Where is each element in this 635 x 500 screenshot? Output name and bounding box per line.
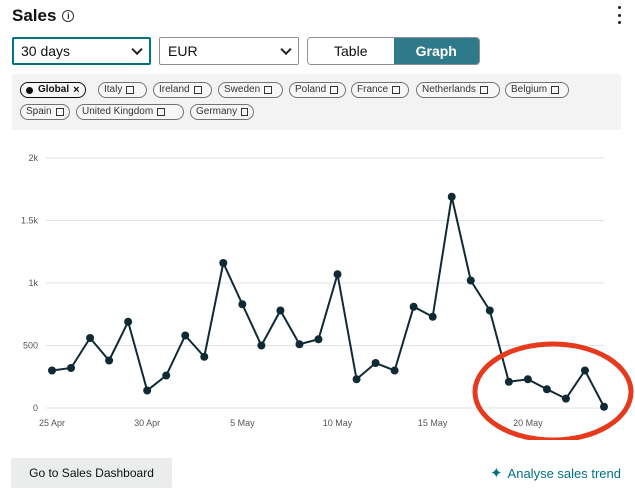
analyse-sales-trend-link[interactable]: ✦ Analyse sales trend	[490, 463, 621, 483]
checkbox-icon[interactable]	[55, 108, 64, 116]
data-point	[219, 259, 228, 267]
filter-chip-label: Italy	[104, 84, 123, 95]
filter-chip-label: Ireland	[159, 84, 190, 95]
days-range-select[interactable]: 30 days	[12, 37, 151, 65]
filter-chip-label: Global	[38, 84, 70, 95]
currency-select[interactable]: EUR	[159, 37, 299, 65]
filter-chip[interactable]: Sweden	[218, 82, 283, 98]
filter-chip-label: Sweden	[224, 84, 261, 95]
data-point	[162, 371, 171, 380]
y-tick-label: 1.5k	[21, 216, 39, 226]
selected-dot-icon	[26, 86, 33, 94]
card-header: Sales i	[12, 5, 75, 27]
data-point	[181, 331, 190, 340]
data-point	[600, 402, 608, 411]
x-tick-label: 15 May	[418, 418, 448, 428]
graph-view-button[interactable]: Graph	[393, 38, 479, 64]
x-tick-label: 10 May	[323, 418, 353, 428]
filter-chip[interactable]: Spain	[20, 104, 70, 120]
data-point	[542, 385, 551, 394]
analyse-sales-trend-label: Analyse sales trend	[507, 465, 621, 481]
filter-chip-label: Poland	[295, 84, 327, 95]
data-point	[105, 356, 114, 365]
y-tick-label: 1k	[28, 278, 38, 288]
checkbox-icon[interactable]	[392, 86, 401, 94]
table-view-button[interactable]: Table	[308, 38, 394, 64]
filter-chip[interactable]: Ireland	[153, 82, 212, 98]
data-point	[371, 359, 380, 367]
annotation-circle	[472, 341, 634, 440]
data-point	[67, 364, 76, 372]
filter-chip[interactable]: Global ×	[20, 82, 86, 98]
filter-chip[interactable]: Italy	[98, 82, 147, 98]
data-point	[276, 306, 285, 315]
data-point	[238, 300, 247, 309]
data-point	[447, 192, 456, 201]
data-point	[333, 270, 342, 279]
data-point	[124, 317, 133, 326]
y-tick-label: 500	[23, 341, 38, 351]
checkbox-icon[interactable]	[157, 108, 166, 116]
chevron-down-icon	[131, 43, 143, 56]
y-tick-label: 2k	[28, 153, 38, 163]
x-tick-label: 20 May	[513, 418, 543, 428]
data-point	[428, 312, 437, 321]
data-point	[561, 394, 570, 403]
more-vertical-icon[interactable]	[613, 6, 625, 24]
filter-chip-label: France	[357, 84, 389, 95]
data-point	[48, 366, 56, 375]
page-title: Sales	[12, 6, 57, 25]
filter-chip-label: Germany	[196, 106, 238, 117]
filter-chip-label: Netherlands	[422, 84, 476, 95]
data-point	[580, 366, 589, 375]
checkbox-icon[interactable]	[126, 86, 135, 94]
data-point	[466, 276, 475, 285]
data-point	[352, 375, 361, 384]
filter-chip-label: Belgium	[511, 84, 548, 95]
data-point	[504, 377, 513, 386]
country-filter-panel: Global × Italy Ireland Sweden Poland France Net…	[12, 74, 621, 130]
data-point	[143, 386, 152, 395]
filter-chip[interactable]: France	[351, 82, 409, 98]
checkbox-icon[interactable]	[241, 108, 248, 116]
chevron-down-icon	[280, 43, 292, 56]
info-icon[interactable]: i	[62, 10, 75, 22]
checkbox-icon[interactable]	[551, 86, 560, 94]
currency-value: EUR	[168, 43, 198, 59]
checkbox-icon[interactable]	[193, 86, 202, 94]
filter-chip-label: Spain	[26, 106, 52, 117]
sales-line-chart: 0 500 1k 1.5k 2k 25 Apr 30 Apr 5 May 10 May 15 Ma…	[21, 153, 634, 440]
data-point	[295, 340, 304, 349]
data-point	[257, 341, 266, 350]
checkbox-icon[interactable]	[264, 86, 273, 94]
data-point	[409, 302, 418, 311]
y-tick-label: 0	[33, 403, 38, 413]
filter-chip[interactable]: Poland	[289, 82, 346, 98]
checkbox-icon[interactable]	[330, 86, 339, 94]
go-to-sales-dashboard-button[interactable]: Go to Sales Dashboard	[11, 458, 172, 488]
filter-chip-label: United Kingdom	[82, 106, 154, 117]
view-toggle: Table Graph	[307, 37, 480, 65]
x-tick-label: 30 Apr	[134, 418, 160, 428]
data-point	[86, 334, 95, 342]
x-tick-label: 25 Apr	[39, 418, 65, 428]
filter-chip[interactable]: United Kingdom	[76, 104, 184, 120]
filter-chip[interactable]: Germany	[190, 104, 254, 120]
filter-chip[interactable]: Netherlands	[416, 82, 500, 98]
sparkle-icon: ✦	[489, 465, 503, 482]
checkbox-icon[interactable]	[479, 86, 488, 94]
series-line	[51, 196, 605, 408]
filter-chip[interactable]: Belgium	[505, 82, 569, 98]
close-icon[interactable]: ×	[73, 84, 80, 96]
days-range-value: 30 days	[21, 43, 71, 59]
data-point	[314, 335, 323, 344]
data-point	[485, 306, 494, 315]
data-point	[390, 366, 399, 375]
data-point	[200, 352, 209, 361]
data-point	[523, 375, 532, 384]
x-tick-label: 5 May	[230, 418, 255, 428]
